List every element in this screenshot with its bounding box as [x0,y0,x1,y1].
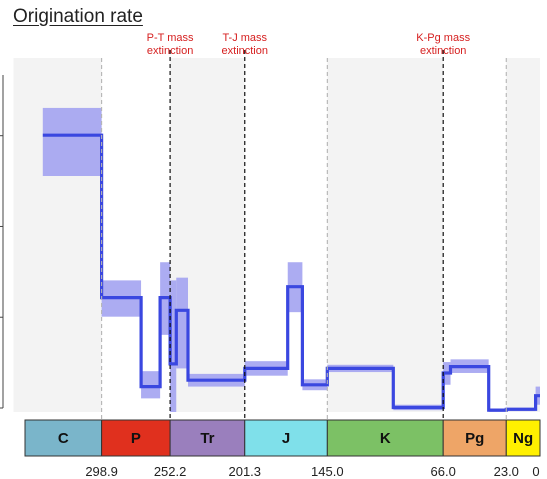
extinction-annotation-1: T-J mass extinction [222,32,268,57]
x-tick-label-252-2: 252.2 [154,464,187,479]
x-tick-label-0: 0 [532,464,539,479]
period-background-k [327,58,444,412]
annotation-layer: P-T mass extinction T-J mass extinction K-Pg… [147,32,471,57]
x-tick-layer: 298.9 252.2 201.3 145.0 66.0 23.0 0 [85,464,539,479]
period-label-c: C [58,430,69,447]
period-label-p: P [131,430,141,447]
x-tick-label-145-0: 145.0 [311,464,344,479]
period-bar-j [244,419,328,457]
confidence-band-4 [170,280,177,412]
period-bar-pg [442,419,507,457]
period-label-j: J [282,430,290,447]
origination-rate-line [42,133,540,412]
confidence-band-5 [176,277,188,369]
period-background-ng [506,58,540,412]
x-tick-label-66-0: 66.0 [431,464,456,479]
rate-line-layer [42,133,540,412]
x-tick-label-298-9: 298.9 [85,464,118,479]
x-tick-label-23-0: 23.0 [494,464,519,479]
x-tick-label-201-3: 201.3 [228,464,261,479]
period-bar-ng [505,419,541,457]
period-label-k: K [380,430,391,447]
period-label-pg: Pg [465,430,484,447]
period-label-tr: Tr [200,430,214,447]
period-bar-p [101,419,171,457]
period-bar-layer: C P Tr J K Pg Ng [24,419,541,457]
confidence-band-2 [141,371,161,399]
chart-title: Origination rate [13,6,143,27]
y-axis-layer [0,75,4,409]
period-label-ng: Ng [513,430,533,447]
extinction-annotation-0: P-T mass extinction [147,32,194,57]
confidence-band-0 [42,107,102,176]
extinction-annotation-2: K-Pg mass extinction [416,32,470,57]
boundary-line-layer [101,50,507,420]
